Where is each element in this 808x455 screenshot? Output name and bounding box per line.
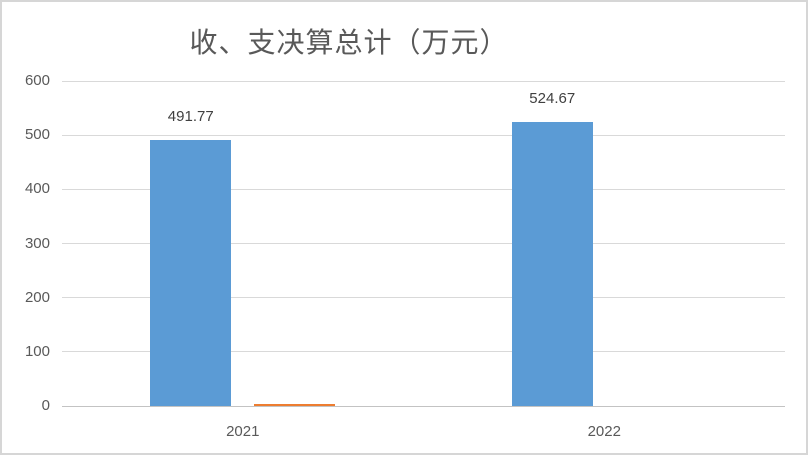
- gridline: [62, 134, 785, 136]
- x-category-label: 2021: [226, 423, 260, 440]
- y-axis-tick-label: 500: [24, 126, 50, 144]
- y-axis-tick-label: 600: [24, 72, 50, 89]
- gridline: [62, 297, 785, 299]
- bar-value-label: 524.67: [529, 89, 576, 107]
- bar-value-label: 491.77: [167, 107, 214, 125]
- bar-2021-series2: [254, 403, 336, 406]
- x-category-label: 2022: [587, 423, 621, 440]
- y-axis-tick-label: 300: [24, 234, 50, 252]
- gridline: [62, 188, 785, 190]
- y-axis-tick-label: 100: [24, 342, 50, 360]
- y-axis-tick-label: 400: [24, 180, 50, 198]
- x-axis-line: [62, 405, 785, 407]
- y-axis-tick-label: 0: [41, 397, 50, 414]
- bar-2021-series1: [150, 139, 232, 406]
- chart-title: 收、支决算总计（万元）: [189, 27, 509, 58]
- gridline: [62, 80, 785, 82]
- gridline: [62, 243, 785, 244]
- gridline: [62, 351, 785, 353]
- bar-2022-series1: [511, 121, 593, 406]
- y-axis-tick-label: 200: [24, 288, 50, 306]
